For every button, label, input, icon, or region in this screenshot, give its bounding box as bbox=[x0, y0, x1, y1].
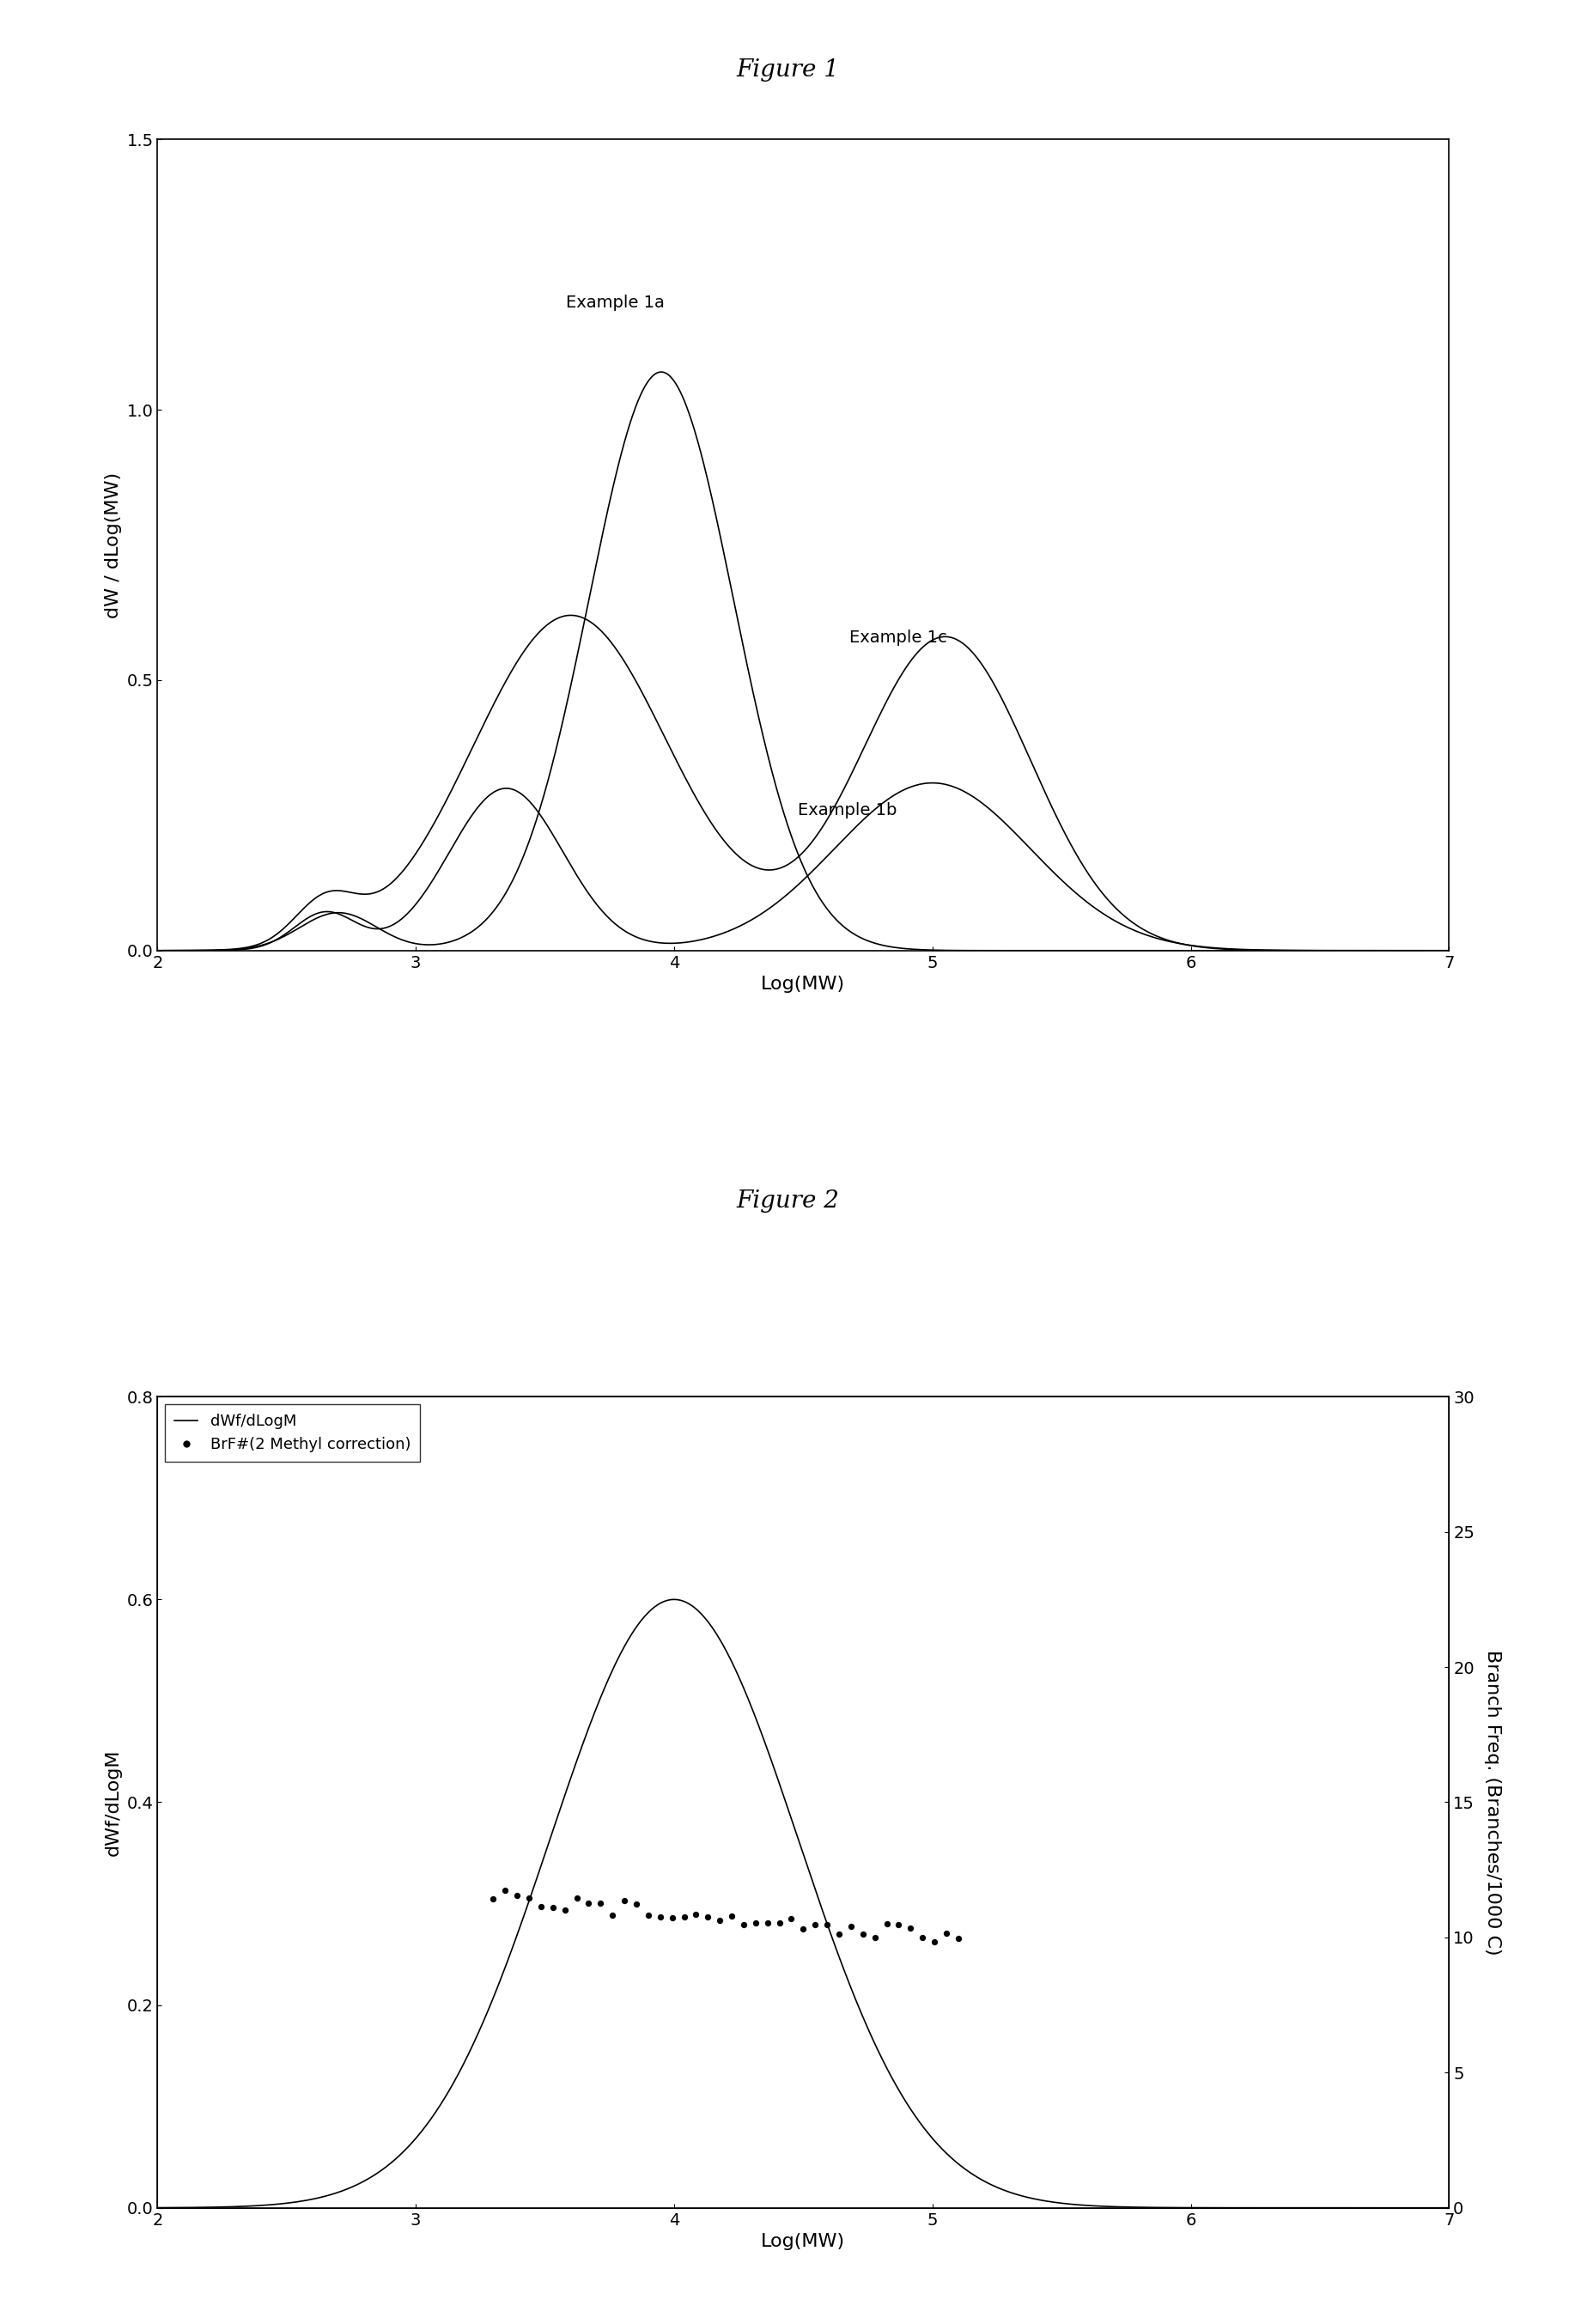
Legend: dWf/dLogM, BrF#(2 Methyl correction): dWf/dLogM, BrF#(2 Methyl correction) bbox=[165, 1404, 421, 1462]
BrF#(2 Methyl correction) bbox=[898, 1910, 923, 1948]
dWf/dLogM bbox=[148, 2194, 167, 2222]
BrF#(2 Methyl correction) bbox=[850, 1915, 876, 1952]
BrF#(2 Methyl correction) bbox=[480, 1880, 506, 1917]
BrF#(2 Methyl correction) bbox=[647, 1899, 673, 1936]
BrF#(2 Methyl correction) bbox=[564, 1880, 589, 1917]
BrF#(2 Methyl correction) bbox=[636, 1896, 662, 1934]
BrF#(2 Methyl correction) bbox=[493, 1873, 518, 1910]
BrF#(2 Methyl correction) bbox=[862, 1920, 887, 1957]
BrF#(2 Methyl correction) bbox=[660, 1899, 685, 1936]
BrF#(2 Methyl correction) bbox=[720, 1896, 745, 1934]
BrF#(2 Methyl correction) bbox=[827, 1915, 852, 1952]
Y-axis label: dW / dLog(MW): dW / dLog(MW) bbox=[104, 472, 121, 618]
Y-axis label: Branch Freq. (Branches/1000 C): Branch Freq. (Branches/1000 C) bbox=[1484, 1650, 1501, 1954]
Text: Figure 1: Figure 1 bbox=[736, 58, 839, 81]
BrF#(2 Methyl correction) bbox=[684, 1896, 709, 1934]
BrF#(2 Methyl correction) bbox=[934, 1915, 959, 1952]
Text: Figure 2: Figure 2 bbox=[736, 1190, 839, 1213]
BrF#(2 Methyl correction) bbox=[778, 1899, 803, 1936]
Text: Example 1a: Example 1a bbox=[565, 295, 665, 311]
dWf/dLogM bbox=[665, 1585, 684, 1613]
dWf/dLogM bbox=[1402, 2194, 1421, 2222]
X-axis label: Log(MW): Log(MW) bbox=[761, 976, 846, 992]
BrF#(2 Methyl correction) bbox=[814, 1906, 839, 1943]
BrF#(2 Methyl correction) bbox=[695, 1899, 720, 1936]
dWf/dLogM bbox=[1166, 2194, 1184, 2222]
BrF#(2 Methyl correction) bbox=[921, 1924, 947, 1961]
dWf/dLogM bbox=[1403, 2194, 1422, 2222]
Line: dWf/dLogM: dWf/dLogM bbox=[158, 1599, 1449, 2208]
dWf/dLogM bbox=[776, 1789, 795, 1817]
BrF#(2 Methyl correction) bbox=[754, 1903, 780, 1941]
BrF#(2 Methyl correction) bbox=[743, 1906, 769, 1943]
BrF#(2 Methyl correction) bbox=[528, 1887, 553, 1924]
BrF#(2 Methyl correction) bbox=[838, 1908, 863, 1945]
BrF#(2 Methyl correction) bbox=[945, 1920, 970, 1957]
Y-axis label: dWf/dLogM: dWf/dLogM bbox=[106, 1748, 121, 1855]
BrF#(2 Methyl correction) bbox=[517, 1880, 542, 1917]
BrF#(2 Methyl correction) bbox=[540, 1889, 565, 1927]
BrF#(2 Methyl correction) bbox=[587, 1885, 613, 1922]
dWf/dLogM bbox=[214, 2194, 233, 2222]
BrF#(2 Methyl correction) bbox=[731, 1906, 756, 1943]
dWf/dLogM bbox=[1440, 2194, 1458, 2222]
BrF#(2 Methyl correction) bbox=[707, 1901, 732, 1938]
BrF#(2 Methyl correction) bbox=[600, 1896, 625, 1934]
BrF#(2 Methyl correction) bbox=[624, 1885, 649, 1922]
Text: Example 1c: Example 1c bbox=[850, 630, 948, 646]
Text: Example 1b: Example 1b bbox=[799, 802, 898, 818]
BrF#(2 Methyl correction) bbox=[910, 1920, 936, 1957]
BrF#(2 Methyl correction) bbox=[767, 1903, 792, 1941]
BrF#(2 Methyl correction) bbox=[553, 1892, 578, 1929]
BrF#(2 Methyl correction) bbox=[803, 1906, 828, 1943]
BrF#(2 Methyl correction) bbox=[671, 1899, 696, 1936]
X-axis label: Log(MW): Log(MW) bbox=[761, 2233, 846, 2250]
dWf/dLogM bbox=[742, 1694, 761, 1722]
BrF#(2 Methyl correction) bbox=[576, 1885, 602, 1922]
BrF#(2 Methyl correction) bbox=[504, 1875, 529, 1913]
BrF#(2 Methyl correction) bbox=[874, 1906, 899, 1943]
BrF#(2 Methyl correction) bbox=[887, 1906, 912, 1943]
BrF#(2 Methyl correction) bbox=[611, 1882, 636, 1920]
BrF#(2 Methyl correction) bbox=[791, 1910, 816, 1948]
